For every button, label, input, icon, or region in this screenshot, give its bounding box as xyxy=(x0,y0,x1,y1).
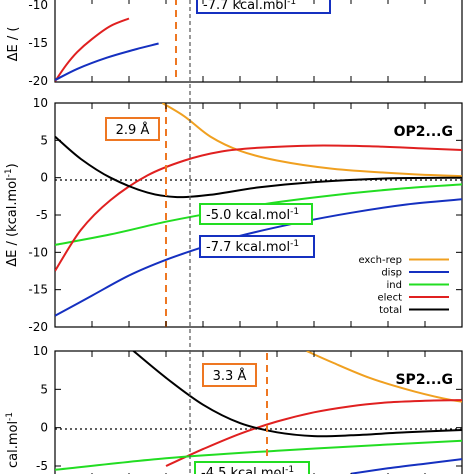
middle-yticks: 10 5 0 -5 -10 -15 -20 xyxy=(28,96,462,334)
middle-distance-label-box xyxy=(105,117,160,141)
bottom-exch-rep-series-line xyxy=(306,351,462,403)
middle-exch-rep-series-line xyxy=(161,103,462,178)
top-panel: -10 -15 -20 ΔE / ( -7.7 kcal.mol-1 xyxy=(6,0,463,88)
top-elect-series-line xyxy=(55,17,130,82)
middle-ytick-label: -10 xyxy=(28,245,48,259)
bottom-total-series-line xyxy=(131,351,462,438)
middle-disp-annotation-box xyxy=(199,235,315,258)
bottom-ytick-label: 0 xyxy=(40,421,48,435)
top-ytick-label: -15 xyxy=(28,36,48,50)
bottom-ytick-label: 10 xyxy=(33,344,48,358)
top-disp-annotation-box xyxy=(196,0,331,14)
bottom-panel-frame xyxy=(54,350,463,474)
middle-elect-series-line xyxy=(55,144,462,272)
legend-label-exch-rep: exch-rep xyxy=(358,255,402,266)
middle-ytick-label: 10 xyxy=(33,96,48,110)
legend-label-disp: disp xyxy=(381,268,402,279)
legend-label-total: total xyxy=(379,305,402,316)
bottom-yticks: 10 5 0 -5 xyxy=(33,344,462,473)
top-series-group xyxy=(55,17,159,82)
middle-ind-annotation: -5.0 kcal.mol-1 xyxy=(206,207,299,223)
middle-ytick-label: -15 xyxy=(28,283,48,297)
bottom-distance-label-box xyxy=(202,363,257,387)
middle-ytick-label: -5 xyxy=(36,208,48,222)
bottom-ind-series-line xyxy=(55,439,462,471)
bottom-panel: 10 5 0 -5 cal.mol-1 3.3 Å SP2...G -4.5 kcal… xyxy=(5,344,463,474)
middle-ytick-label: 5 xyxy=(40,133,48,147)
bottom-elect-series-line xyxy=(165,399,462,467)
top-panel-frame xyxy=(54,0,463,83)
bottom-ind-annotation: -4.5 kcal.mol-1 xyxy=(201,465,294,474)
middle-ind-annotation-box xyxy=(199,203,313,225)
legend-label-elect: elect xyxy=(377,293,402,304)
middle-total-series-line xyxy=(55,135,462,199)
middle-ytick-label: 0 xyxy=(40,171,48,185)
top-ytick-label: -20 xyxy=(28,74,48,88)
middle-y-axis-label: ΔE / (kcal.mol-1) xyxy=(4,163,20,267)
bottom-panel-tag: SP2...G xyxy=(395,372,453,388)
top-ytick-label: -10 xyxy=(28,0,48,12)
bottom-distance-label: 3.3 Å xyxy=(213,368,247,384)
top-disp-series-line xyxy=(55,42,159,81)
x-tick-marks xyxy=(91,0,426,474)
middle-distance-label: 2.9 Å xyxy=(116,122,150,138)
bottom-ytick-label: 5 xyxy=(40,382,48,396)
bottom-ind-annotation-box xyxy=(194,461,310,474)
middle-ytick-label: -20 xyxy=(28,320,48,334)
bottom-series-group xyxy=(55,351,462,474)
middle-panel-tag: OP2...G xyxy=(394,124,453,140)
legend-label-ind: ind xyxy=(387,280,402,291)
middle-disp-annotation: -7.7 kcal.mol-1 xyxy=(206,239,299,255)
bottom-ytick-label: -5 xyxy=(36,459,48,473)
top-y-axis-label: ΔE / ( xyxy=(6,27,21,62)
bottom-y-axis-label: cal.mol-1 xyxy=(5,412,21,468)
bottom-disp-series-line xyxy=(350,458,462,474)
top-disp-annotation: -7.7 kcal.mol-1 xyxy=(203,0,296,13)
